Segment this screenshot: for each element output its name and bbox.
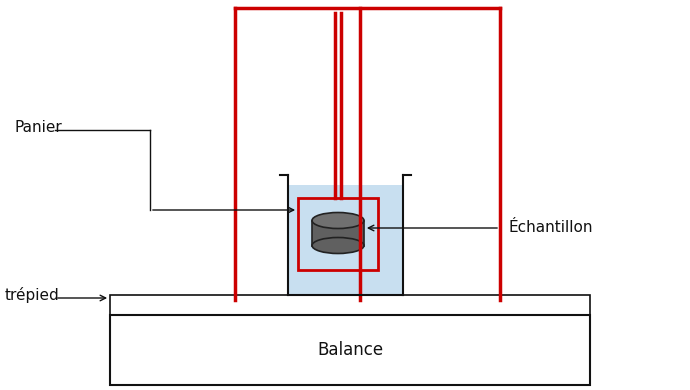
Text: Balance: Balance — [317, 341, 383, 359]
Text: Échantillon: Échantillon — [508, 220, 593, 236]
Bar — [110, 295, 590, 315]
Text: trépied: trépied — [5, 287, 60, 303]
Bar — [289, 185, 402, 294]
Ellipse shape — [312, 238, 364, 254]
Bar — [110, 315, 590, 320]
Bar — [110, 315, 590, 385]
Bar — [312, 220, 364, 245]
Bar — [298, 198, 378, 270]
Text: Panier: Panier — [15, 121, 63, 135]
Ellipse shape — [312, 213, 364, 229]
